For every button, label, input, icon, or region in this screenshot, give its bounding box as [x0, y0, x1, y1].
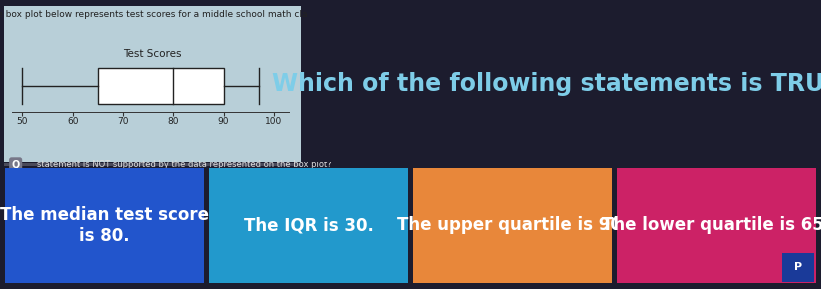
Text: Which of the following statements is TRUE?: Which of the following statements is TRU… — [273, 72, 821, 96]
Text: The upper quartile is 90.: The upper quartile is 90. — [397, 216, 628, 234]
Text: P: P — [794, 262, 802, 272]
Text: The IQR is 30.: The IQR is 30. — [244, 216, 374, 234]
Text: statement is NOT supported by the data represented on the box plot?: statement is NOT supported by the data r… — [37, 160, 332, 169]
Text: Test Scores: Test Scores — [123, 49, 182, 60]
Text: The median test score
is 80.: The median test score is 80. — [0, 206, 209, 245]
Text: The box plot below represents test scores for a middle school math class.: The box plot below represents test score… — [0, 10, 319, 19]
Bar — [98, 68, 223, 104]
Text: The lower quartile is 65.: The lower quartile is 65. — [603, 216, 821, 234]
Text: Q: Q — [11, 160, 20, 170]
